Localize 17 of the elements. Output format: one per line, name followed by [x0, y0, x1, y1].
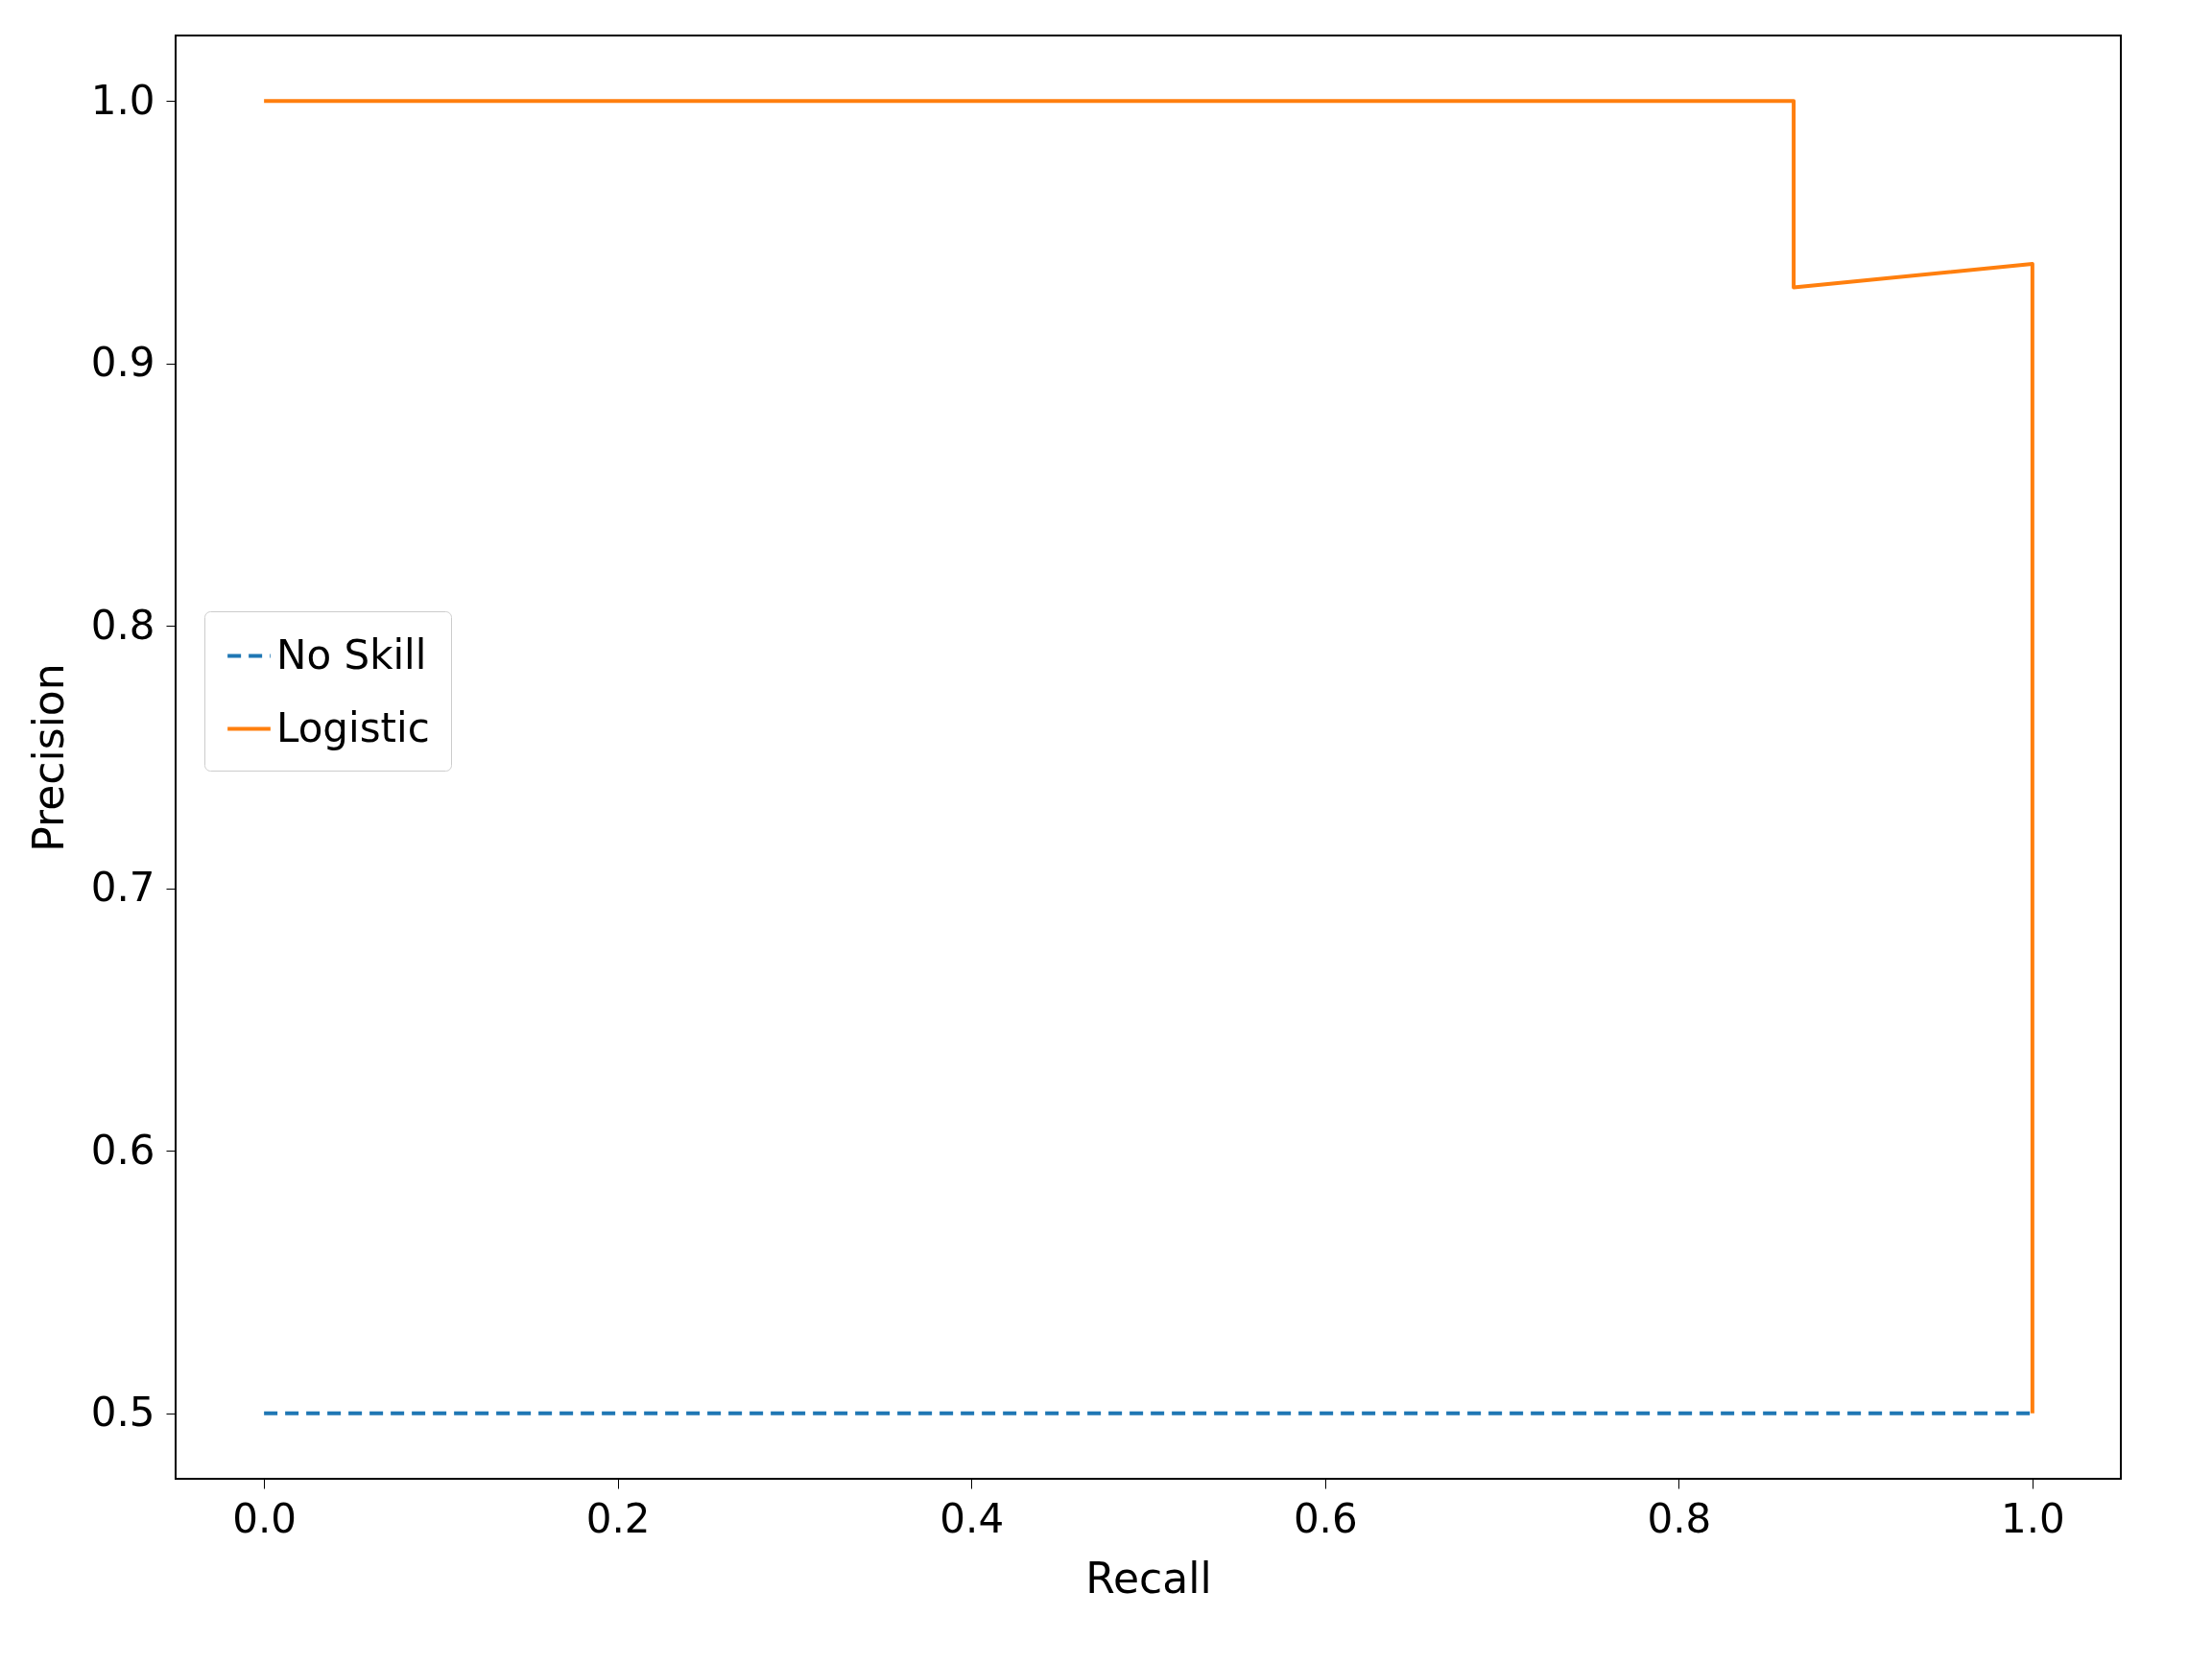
x-tick-label: 0.4 — [940, 1494, 1005, 1542]
y-tick-label: 0.6 — [90, 1126, 155, 1174]
legend-label: Logistic — [276, 703, 430, 751]
y-tick-label: 0.8 — [90, 601, 155, 649]
y-tick-label: 0.7 — [90, 864, 155, 912]
x-tick-label: 0.2 — [585, 1494, 651, 1542]
x-tick-label: 0.8 — [1647, 1494, 1712, 1542]
y-tick-label: 1.0 — [90, 76, 155, 124]
y-axis-title: Precision — [23, 663, 73, 852]
legend-label: No Skill — [276, 630, 427, 678]
x-tick-label: 1.0 — [2000, 1494, 2065, 1542]
x-tick-label: 0.6 — [1293, 1494, 1358, 1542]
y-tick-label: 0.5 — [90, 1389, 155, 1437]
line-series — [262, 99, 2034, 1415]
y-tick-label: 0.9 — [90, 339, 155, 387]
x-tick-label: 0.0 — [232, 1494, 297, 1542]
x-axis-title: Recall — [1085, 1553, 1212, 1603]
